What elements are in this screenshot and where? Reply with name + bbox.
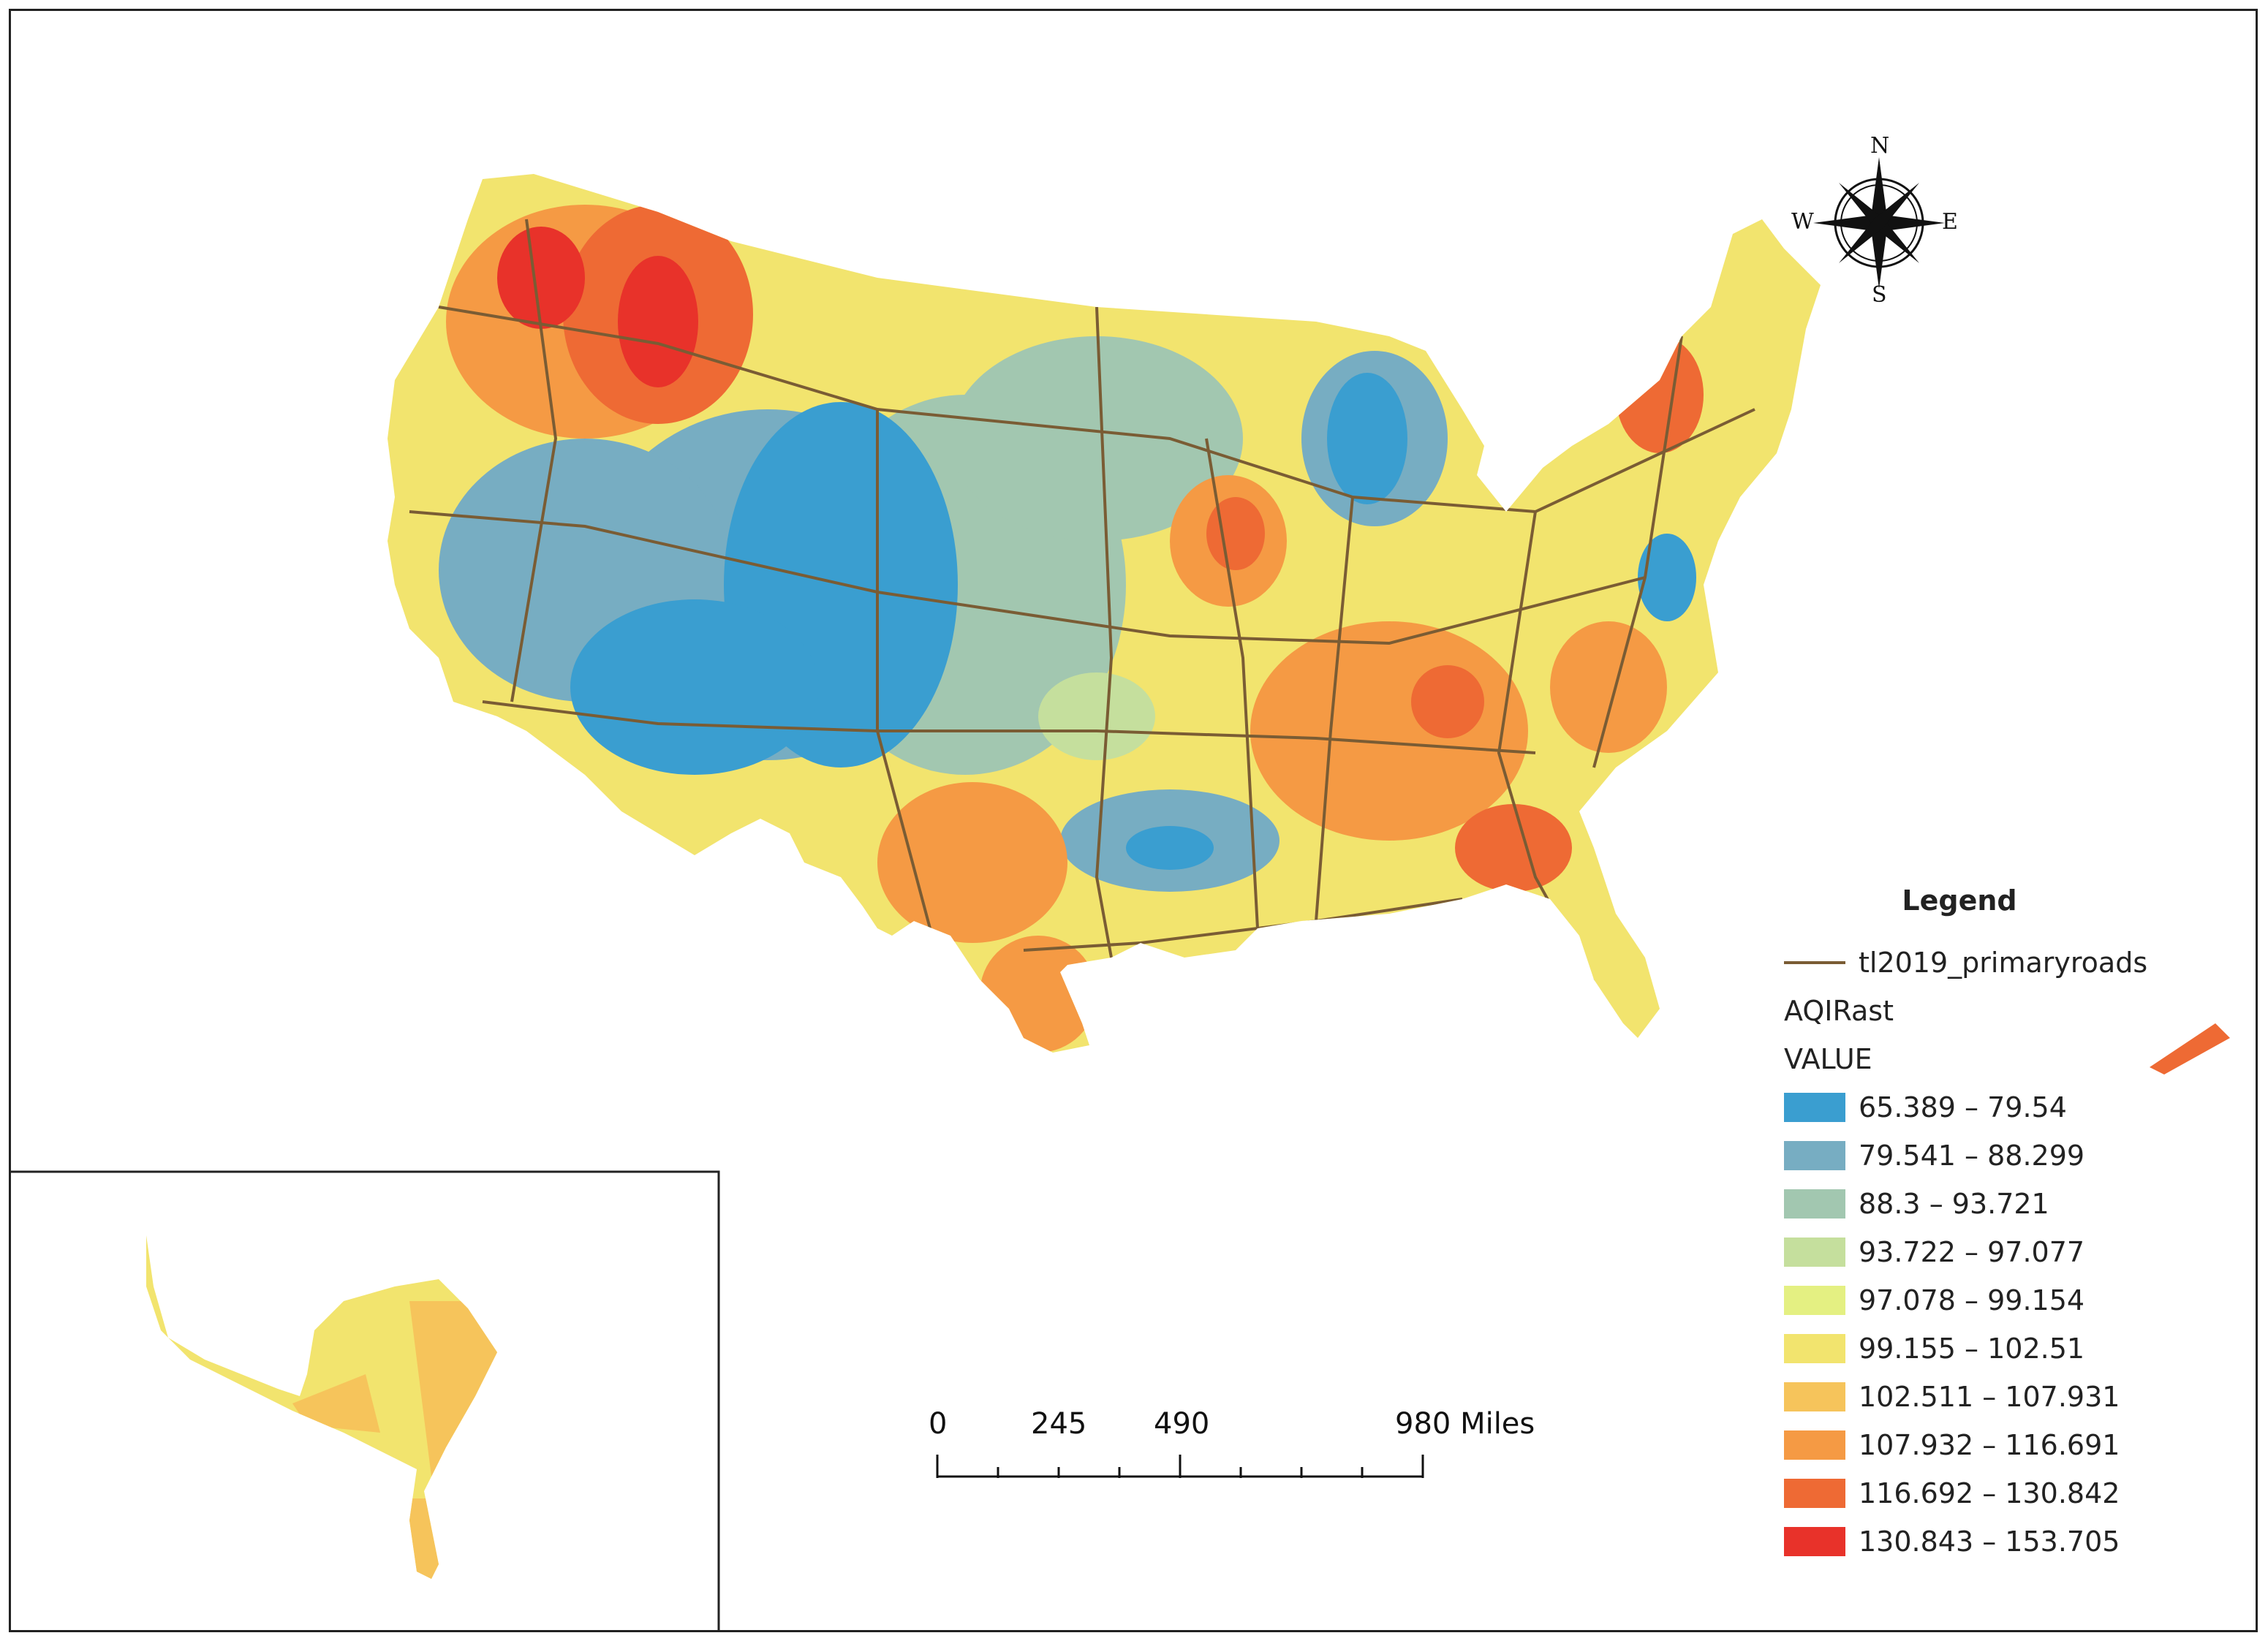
legend-swatch xyxy=(1784,1238,1845,1267)
legend-class-label: 99.155 – 102.51 xyxy=(1859,1333,2085,1365)
legend-class-row: 116.692 – 130.842 xyxy=(1784,1469,2223,1517)
compass-icon xyxy=(1813,157,1945,289)
legend-swatch xyxy=(1784,1527,1845,1556)
compass-rose: N S E W xyxy=(1791,133,1958,310)
legend: Legend tl2019_primaryroads AQIRast VALUE… xyxy=(1784,884,2223,1566)
scale-bar-graphic xyxy=(936,1455,1424,1478)
legend-class-label: 79.541 – 88.299 xyxy=(1859,1140,2085,1172)
scale-label-980: 980 Miles xyxy=(1395,1407,1535,1441)
legend-class-row: 65.389 – 79.54 xyxy=(1784,1083,2223,1132)
legend-raster-label: AQIRast xyxy=(1784,995,1894,1027)
legend-field-label: VALUE xyxy=(1784,1043,1872,1075)
aqi-raster-alaska xyxy=(146,1235,497,1579)
legend-swatch xyxy=(1784,1141,1845,1170)
legend-class-row: 107.932 – 116.691 xyxy=(1784,1421,2223,1469)
scale-label-245: 245 xyxy=(1031,1407,1087,1441)
compass-n: N xyxy=(1870,133,1890,159)
compass-e: E xyxy=(1942,209,1958,235)
legend-class-label: 116.692 – 130.842 xyxy=(1859,1477,2120,1509)
legend-classes: 65.389 – 79.54 79.541 – 88.299 88.3 – 93… xyxy=(1784,1083,2223,1566)
primary-roads-layer xyxy=(409,219,1755,1009)
legend-swatch xyxy=(1784,1430,1845,1460)
legend-class-row: 130.843 – 153.705 xyxy=(1784,1517,2223,1566)
alaska-inset-frame xyxy=(11,1170,720,1632)
map-frame xyxy=(9,9,2258,1632)
legend-class-row: 97.078 – 99.154 xyxy=(1784,1276,2223,1324)
legend-class-label: 93.722 – 97.077 xyxy=(1859,1236,2085,1268)
legend-class-label: 107.932 – 116.691 xyxy=(1859,1429,2120,1461)
compass-s: S xyxy=(1872,282,1887,308)
compass-w: W xyxy=(1791,209,1814,235)
legend-swatch xyxy=(1784,1189,1845,1219)
legend-swatch xyxy=(1784,1093,1845,1122)
legend-roads-label: tl2019_primaryroads xyxy=(1859,947,2148,979)
legend-class-row: 99.155 – 102.51 xyxy=(1784,1324,2223,1373)
legend-class-label: 88.3 – 93.721 xyxy=(1859,1188,2049,1220)
legend-class-label: 65.389 – 79.54 xyxy=(1859,1091,2067,1123)
legend-class-label: 130.843 – 153.705 xyxy=(1859,1526,2120,1558)
legend-roads-row: tl2019_primaryroads xyxy=(1784,939,2223,987)
legend-class-label: 97.078 – 99.154 xyxy=(1859,1284,2085,1316)
legend-swatch xyxy=(1784,1382,1845,1411)
legend-swatch xyxy=(1784,1334,1845,1363)
road-line-symbol xyxy=(1784,961,1845,964)
legend-class-row: 79.541 – 88.299 xyxy=(1784,1132,2223,1180)
scale-label-0: 0 xyxy=(929,1407,948,1441)
legend-title: Legend xyxy=(1902,884,2017,917)
legend-class-row: 88.3 – 93.721 xyxy=(1784,1180,2223,1228)
aqi-raster-conus xyxy=(388,174,1821,1053)
legend-class-label: 102.511 – 107.931 xyxy=(1859,1381,2120,1413)
hawaii-shape xyxy=(2150,1023,2230,1075)
legend-swatch xyxy=(1784,1286,1845,1315)
scale-label-490: 490 xyxy=(1154,1407,1210,1441)
legend-class-row: 93.722 – 97.077 xyxy=(1784,1228,2223,1276)
legend-swatch xyxy=(1784,1479,1845,1508)
legend-class-row: 102.511 – 107.931 xyxy=(1784,1373,2223,1421)
